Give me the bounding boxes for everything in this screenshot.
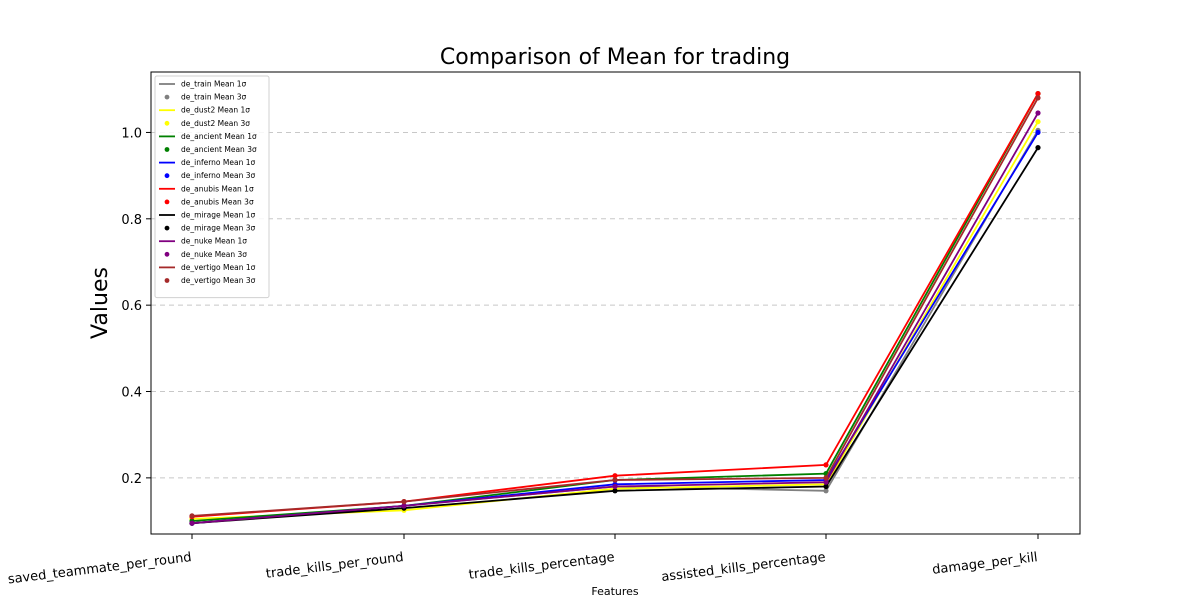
x-axis-label: Features <box>591 585 639 598</box>
data-point-de_nuke <box>823 479 829 485</box>
series-group <box>189 91 1041 526</box>
legend-label: de_inferno Mean 3σ <box>181 171 255 180</box>
data-point-de_anubis <box>612 473 618 479</box>
y-tick-label: 0.8 <box>121 213 142 228</box>
legend-label: de_anubis Mean 1σ <box>181 184 254 193</box>
data-point-de_mirage <box>612 488 618 494</box>
data-point-de_vertigo <box>1035 95 1041 101</box>
legend-label: de_train Mean 1σ <box>181 80 247 89</box>
legend-swatch-marker <box>164 120 170 126</box>
legend-label: de_anubis Mean 3σ <box>181 197 254 206</box>
legend-swatch-marker <box>164 251 170 257</box>
data-point-de_nuke <box>189 520 195 526</box>
legend-label: de_train Mean 3σ <box>181 93 247 102</box>
chart-title: Comparison of Mean for trading <box>440 45 790 70</box>
data-point-de_vertigo <box>189 513 195 519</box>
legend-label: de_mirage Mean 3σ <box>181 224 256 233</box>
data-point-de_anubis <box>823 462 829 468</box>
legend-label: de_ancient Mean 3σ <box>181 145 257 154</box>
data-point-de_vertigo <box>612 477 618 483</box>
data-point-de_vertigo <box>823 475 829 481</box>
y-axis-label: Values <box>88 267 113 339</box>
y-tick-label: 0.6 <box>121 299 142 314</box>
gridlines <box>151 131 1080 479</box>
y-tick-label: 0.2 <box>121 472 142 487</box>
data-point-de_anubis <box>1035 91 1041 97</box>
legend-swatch-marker <box>164 147 170 152</box>
data-point-de_nuke <box>1035 110 1041 116</box>
legend-swatch-marker <box>164 278 170 283</box>
legend-label: de_inferno Mean 1σ <box>181 158 255 167</box>
legend-label: de_vertigo Mean 1σ <box>181 263 256 272</box>
legend: de_train Mean 1σ de_train Mean 3σ de_dust2… <box>154 75 270 299</box>
legend-label: de_ancient Mean 1σ <box>181 132 257 141</box>
data-point-de_dust2 <box>1035 119 1041 125</box>
data-point-de_nuke <box>612 483 618 490</box>
legend-label: de_nuke Mean 3σ <box>181 250 247 259</box>
data-point-de_train <box>823 488 829 494</box>
legend-swatch-marker <box>164 94 170 100</box>
legend-label: de_nuke Mean 1σ <box>181 237 247 246</box>
data-point-de_vertigo <box>401 499 407 505</box>
data-point-de_inferno <box>1035 129 1041 135</box>
legend-label: de_dust2 Mean 3σ <box>181 119 250 128</box>
legend-swatch-marker <box>164 225 170 231</box>
legend-swatch-marker <box>164 173 170 179</box>
data-point-de_nuke <box>401 503 407 509</box>
legend-box <box>154 75 270 299</box>
data-point-de_mirage <box>1035 145 1041 151</box>
legend-label: de_dust2 Mean 1σ <box>181 106 250 115</box>
legend-label: de_vertigo Mean 3σ <box>181 276 256 285</box>
y-tick-label: 1.0 <box>121 126 142 141</box>
y-axis: 0.2 0.4 0.6 0.8 1.0 <box>121 126 151 487</box>
data-point-de_mirage <box>823 483 829 490</box>
legend-swatch-marker <box>164 199 170 205</box>
legend-label: de_mirage Mean 1σ <box>181 211 256 220</box>
y-tick-label: 0.4 <box>121 386 142 401</box>
